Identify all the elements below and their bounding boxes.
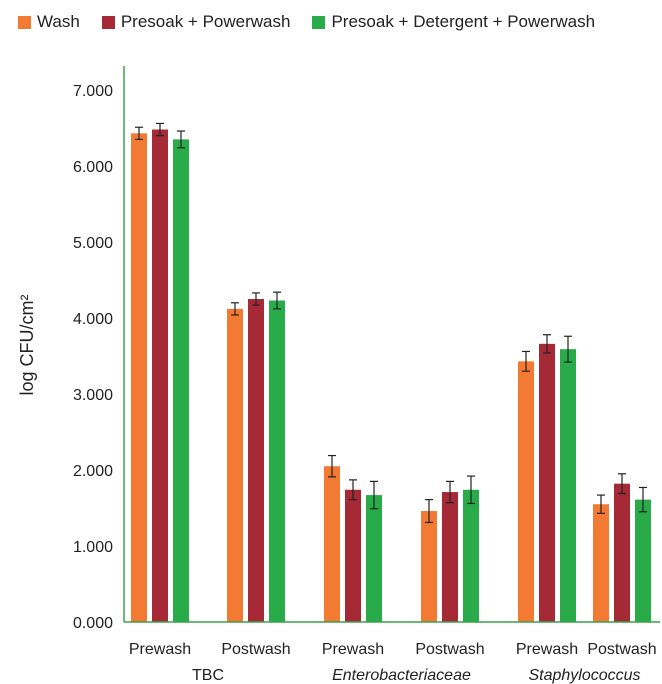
bar-presoak-powerwash-1 — [248, 299, 264, 622]
error-bar — [370, 480, 378, 510]
x-tick-label: Postwash — [415, 641, 484, 658]
legend-swatch-wash — [18, 15, 31, 29]
error-bar — [273, 291, 281, 310]
y-tick-label: 2.000 — [73, 463, 113, 480]
bar-presoak-powerwash-3 — [442, 492, 458, 622]
bar-presoak-powerwash-5 — [614, 483, 630, 622]
legend-label-presoak-powerwash: Presoak + Powerwash — [120, 12, 291, 31]
group-label: Enterobacteriaceae — [332, 667, 471, 684]
error-bar — [231, 302, 239, 316]
error-bar — [522, 350, 530, 372]
bar-wash-4 — [518, 361, 534, 622]
error-bar — [135, 126, 143, 140]
x-tick-label: Postwash — [221, 641, 290, 658]
bars — [131, 129, 651, 622]
y-tick-label: 3.000 — [73, 387, 113, 404]
legend-item-presoak-powerwash: Presoak + Powerwash — [101, 12, 291, 32]
legend: Wash Presoak + Powerwash Presoak + Deter… — [18, 12, 595, 32]
x-tick-label: Prewash — [322, 641, 384, 658]
y-tick-label: 1.000 — [73, 539, 113, 556]
legend-label-presoak-detergent-powerwash: Presoak + Detergent + Powerwash — [331, 12, 596, 31]
error-bar — [349, 479, 357, 501]
legend-swatch-presoak-detergent-powerwash — [312, 15, 326, 29]
error-bar — [597, 494, 605, 514]
y-axis-ticks: 0.000 1.000 2.000 3.000 4.000 5.000 6.000 7.000 — [73, 83, 113, 632]
error-bar — [618, 473, 626, 495]
bar-wash-5 — [593, 504, 609, 622]
bar-wash-3 — [421, 511, 437, 622]
legend-item-wash: Wash — [18, 12, 80, 32]
bar-presoak-powerwash-4 — [539, 343, 555, 622]
bar-presoak-detergent-powerwash-1 — [269, 300, 285, 622]
bar-wash-0 — [131, 133, 147, 622]
error-bar — [177, 130, 185, 149]
x-axis-labels: Prewash Postwash Prewash Postwash Prewash Pos… — [129, 641, 657, 684]
legend-swatch-presoak-powerwash — [101, 15, 115, 29]
y-axis-title: log CFU/cm² — [17, 294, 37, 395]
error-bars — [135, 122, 647, 524]
group-label: TBC — [192, 667, 224, 684]
legend-label-wash: Wash — [37, 12, 80, 31]
bar-presoak-detergent-powerwash-3 — [463, 489, 479, 622]
bar-presoak-powerwash-2 — [345, 489, 361, 622]
error-bar — [543, 334, 551, 354]
bar-wash-2 — [324, 466, 340, 622]
error-bar — [467, 475, 475, 505]
y-tick-label: 4.000 — [73, 311, 113, 328]
x-tick-label: Postwash — [587, 641, 656, 658]
error-bar — [252, 292, 260, 306]
error-bar — [564, 335, 572, 363]
legend-item-presoak-detergent-powerwash: Presoak + Detergent + Powerwash — [312, 12, 595, 32]
y-tick-label: 7.000 — [73, 83, 113, 100]
y-tick-label: 5.000 — [73, 235, 113, 252]
error-bar — [446, 480, 454, 504]
bar-presoak-detergent-powerwash-0 — [173, 139, 189, 622]
bar-presoak-detergent-powerwash-4 — [560, 349, 576, 622]
bar-wash-1 — [227, 308, 243, 622]
error-bar — [156, 122, 164, 137]
error-bar — [328, 454, 336, 478]
error-bar — [425, 499, 433, 524]
y-tick-label: 0.000 — [73, 615, 113, 632]
bar-presoak-detergent-powerwash-2 — [366, 495, 382, 622]
x-tick-label: Prewash — [129, 641, 191, 658]
x-tick-label: Prewash — [516, 641, 578, 658]
group-label: Staphylococcus — [528, 667, 640, 684]
error-bar — [639, 486, 647, 513]
y-tick-label: 6.000 — [73, 159, 113, 176]
bar-presoak-powerwash-0 — [152, 129, 168, 622]
bar-presoak-detergent-powerwash-5 — [635, 499, 651, 622]
